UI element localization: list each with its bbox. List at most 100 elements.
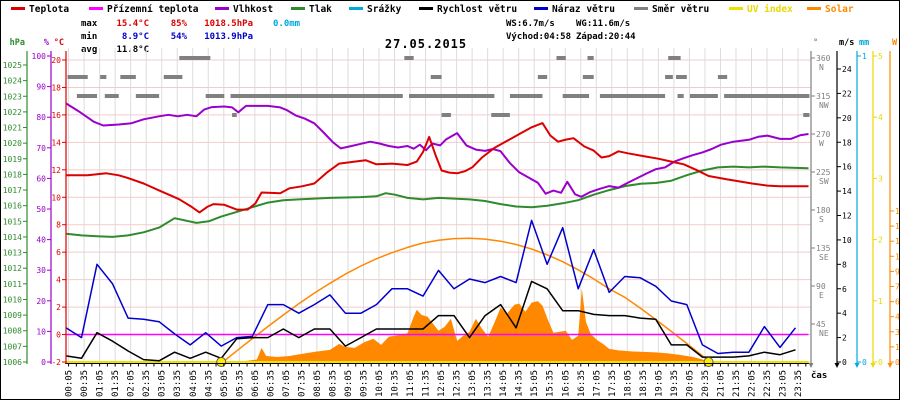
svg-text:06:05: 06:05 (251, 370, 261, 397)
series-n-raz-v-tru (65, 219, 797, 355)
legend-swatch (534, 7, 548, 10)
svg-text:15:05: 15:05 (530, 370, 540, 397)
svg-text:20: 20 (51, 56, 61, 65)
min-temp: 8.9°C (121, 32, 149, 42)
min-humidity: 54% (170, 32, 187, 42)
svg-text:13:05: 13:05 (468, 370, 478, 397)
svg-text:15:35: 15:35 (546, 370, 556, 397)
svg-text:12:05: 12:05 (437, 370, 447, 397)
sun-times-row: Východ:04:58 Západ:20:44 (506, 31, 646, 44)
axis-uv: 0 1 2 3 4 5 (870, 51, 883, 368)
svg-text:08:05: 08:05 (313, 370, 323, 397)
stats-wind-sun: WS:6.7m/s WG:11.6m/s Východ:04:58 Západ:20… (506, 18, 646, 44)
svg-text:5: 5 (878, 52, 883, 61)
svg-text:4: 4 (842, 309, 847, 318)
svg-text:SE: SE (819, 253, 829, 262)
series-sm-r-v-tru (67, 56, 810, 117)
max-label: max (81, 19, 98, 29)
svg-text:6: 6 (842, 285, 847, 294)
svg-text:315: 315 (816, 92, 831, 101)
legend-label: Srážky (367, 4, 402, 15)
svg-text:0: 0 (41, 358, 46, 367)
svg-text:1050: 1050 (895, 252, 900, 261)
svg-text:18: 18 (51, 83, 61, 92)
svg-text:16: 16 (842, 163, 852, 172)
svg-text:1021: 1021 (3, 124, 22, 133)
svg-text:10: 10 (842, 236, 852, 245)
svg-text:11:35: 11:35 (422, 370, 432, 397)
svg-text:1015: 1015 (3, 217, 22, 226)
chart-legend: Teplota Přízemní teplota Vlhkost Tlak Srážky… (1, 4, 899, 18)
svg-text:20:05: 20:05 (685, 370, 695, 397)
svg-text:21:05: 21:05 (716, 370, 726, 397)
svg-text:16:35: 16:35 (577, 370, 587, 397)
svg-text:40: 40 (36, 236, 46, 245)
sunrise-marker (216, 357, 227, 367)
svg-text:10: 10 (36, 327, 46, 336)
svg-text:00:05: 00:05 (65, 370, 75, 397)
svg-text:W: W (892, 38, 898, 48)
svg-text:10:05: 10:05 (375, 370, 385, 397)
stats-avg-row: avg 11.8°C (81, 44, 300, 57)
svg-text:16: 16 (51, 111, 61, 120)
legend-swatch (634, 7, 648, 10)
legend-swatch (215, 7, 229, 10)
series-tlak (65, 165, 809, 238)
svg-text:16:05: 16:05 (561, 370, 571, 397)
svg-text:1200: 1200 (895, 237, 900, 246)
svg-text:18:35: 18:35 (639, 370, 649, 397)
svg-text:01:35: 01:35 (111, 370, 121, 397)
svg-text:03:35: 03:35 (173, 370, 183, 397)
svg-text:0: 0 (842, 358, 847, 367)
avg-temp: 11.8°C (116, 45, 149, 55)
svg-text:20: 20 (842, 114, 852, 123)
svg-text:mm: mm (859, 38, 869, 48)
grid-vertical (68, 48, 799, 362)
legend-label: Směr větru (652, 4, 710, 15)
svg-text:23:35: 23:35 (794, 370, 804, 397)
svg-text:10: 10 (51, 193, 61, 202)
svg-text:360: 360 (816, 54, 831, 63)
legend-label: Tlak (309, 4, 332, 15)
max-pressure: 1018.5hPa (204, 19, 253, 29)
svg-text:90: 90 (816, 282, 826, 291)
svg-text:NE: NE (819, 329, 829, 338)
svg-text:1020: 1020 (3, 139, 22, 148)
axis-temp: °C -2 0 2 4 6 8 10 12 14 16 18 20 (51, 38, 67, 367)
svg-text:19:35: 19:35 (670, 370, 680, 397)
legend-item-3: Vlhkost (215, 4, 273, 16)
svg-text:6: 6 (56, 248, 61, 257)
svg-text:1009: 1009 (3, 311, 22, 320)
legend-item-1: Teplota (11, 4, 69, 16)
svg-text:10:35: 10:35 (391, 370, 401, 397)
svg-text:°C: °C (54, 38, 64, 48)
legend-label: Přízemní teplota (107, 4, 199, 15)
legend-label: Rychlost větru (437, 4, 518, 15)
svg-text:225: 225 (816, 168, 831, 177)
svg-text:1024: 1024 (3, 77, 22, 86)
svg-text:30: 30 (36, 266, 46, 275)
wind-gust-max: WG:11.6m/s (576, 19, 631, 29)
svg-text:8: 8 (842, 260, 847, 269)
svg-text:1022: 1022 (3, 108, 22, 117)
svg-text:2: 2 (56, 303, 61, 312)
legend-item-9: UV index (729, 4, 793, 16)
legend-item-7: Náraz větru (534, 4, 615, 16)
stats-max-row: max 15.4°C 85% 1018.5hPa 0.0mm (81, 18, 300, 31)
svg-text:14: 14 (51, 138, 61, 147)
svg-text:02:05: 02:05 (127, 370, 137, 397)
svg-text:2: 2 (842, 334, 847, 343)
svg-text:%: % (44, 38, 50, 48)
legend-label: Solar (825, 4, 854, 15)
svg-text:04:05: 04:05 (189, 370, 199, 397)
svg-text:09:05: 09:05 (344, 370, 354, 397)
svg-text:1350: 1350 (895, 222, 900, 231)
svg-text:04:35: 04:35 (204, 370, 214, 397)
svg-text:E: E (819, 291, 824, 300)
svg-text:09:35: 09:35 (359, 370, 369, 397)
svg-text:05:35: 05:35 (235, 370, 245, 397)
svg-text:00:35: 00:35 (80, 370, 90, 397)
series-teplota (66, 122, 809, 214)
